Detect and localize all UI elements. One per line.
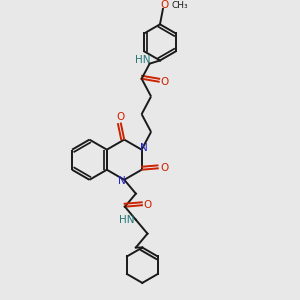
Text: HN: HN: [119, 215, 135, 225]
Text: N: N: [140, 143, 147, 153]
Text: O: O: [160, 77, 169, 87]
Text: O: O: [160, 0, 168, 10]
Text: O: O: [117, 112, 125, 122]
Text: O: O: [160, 163, 169, 173]
Text: N: N: [118, 176, 126, 186]
Text: HN: HN: [135, 55, 151, 65]
Text: CH₃: CH₃: [172, 1, 188, 10]
Text: O: O: [144, 200, 152, 210]
